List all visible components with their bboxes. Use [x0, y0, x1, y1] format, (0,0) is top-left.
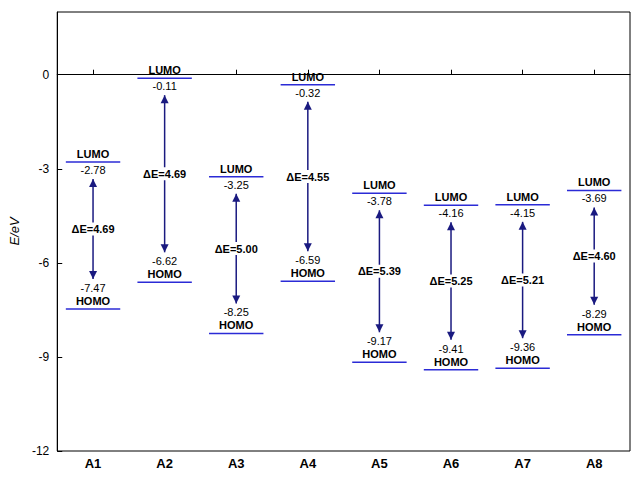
- svg-text:-3.69: -3.69: [582, 192, 607, 204]
- svg-text:HOMO: HOMO: [434, 356, 469, 368]
- svg-text:ΔE=4.55: ΔE=4.55: [286, 171, 329, 183]
- svg-text:-4.16: -4.16: [438, 207, 463, 219]
- svg-text:-12: -12: [32, 444, 50, 458]
- svg-text:ΔE=5.25: ΔE=5.25: [429, 275, 472, 287]
- svg-text:A3: A3: [228, 456, 245, 471]
- svg-text:-6.59: -6.59: [295, 254, 320, 266]
- svg-text:A5: A5: [371, 456, 388, 471]
- svg-text:LUMO: LUMO: [77, 148, 110, 160]
- svg-text:HOMO: HOMO: [505, 354, 540, 366]
- svg-text:LUMO: LUMO: [435, 191, 468, 203]
- svg-text:ΔE=5.00: ΔE=5.00: [215, 243, 258, 255]
- svg-text:HOMO: HOMO: [219, 319, 254, 331]
- svg-text:-9.17: -9.17: [367, 335, 392, 347]
- svg-text:0: 0: [43, 68, 50, 82]
- svg-text:HOMO: HOMO: [148, 268, 183, 280]
- svg-text:-6: -6: [39, 256, 50, 270]
- svg-text:-3.25: -3.25: [224, 179, 249, 191]
- svg-text:A4: A4: [300, 456, 317, 471]
- svg-text:A8: A8: [586, 456, 603, 471]
- svg-text:-8.25: -8.25: [224, 306, 249, 318]
- svg-text:E/eV: E/eV: [7, 216, 22, 246]
- svg-text:ΔE=4.69: ΔE=4.69: [143, 168, 186, 180]
- svg-text:-9: -9: [39, 350, 50, 364]
- svg-text:HOMO: HOMO: [291, 267, 326, 279]
- svg-text:LUMO: LUMO: [292, 71, 325, 83]
- svg-text:-0.11: -0.11: [153, 80, 177, 92]
- svg-text:ΔE=4.60: ΔE=4.60: [573, 250, 616, 262]
- svg-text:-3: -3: [39, 162, 50, 176]
- svg-text:A2: A2: [156, 456, 173, 471]
- svg-text:ΔE=4.69: ΔE=4.69: [72, 223, 115, 235]
- svg-text:-7.47: -7.47: [81, 282, 106, 294]
- svg-text:HOMO: HOMO: [362, 348, 397, 360]
- svg-text:-6.62: -6.62: [152, 255, 177, 267]
- svg-text:ΔE=5.39: ΔE=5.39: [358, 265, 401, 277]
- svg-text:-2.78: -2.78: [81, 164, 106, 176]
- svg-text:A1: A1: [85, 456, 102, 471]
- svg-text:LUMO: LUMO: [506, 191, 539, 203]
- svg-text:LUMO: LUMO: [148, 64, 181, 76]
- svg-text:-3.78: -3.78: [367, 195, 392, 207]
- svg-text:A7: A7: [514, 456, 531, 471]
- svg-text:HOMO: HOMO: [76, 295, 111, 307]
- svg-text:LUMO: LUMO: [363, 179, 396, 191]
- svg-text:HOMO: HOMO: [577, 321, 612, 333]
- svg-text:-9.36: -9.36: [510, 341, 535, 353]
- svg-text:-0.32: -0.32: [295, 87, 320, 99]
- svg-text:A6: A6: [443, 456, 460, 471]
- svg-text:-8.29: -8.29: [582, 308, 607, 320]
- svg-text:ΔE=5.21: ΔE=5.21: [501, 274, 544, 286]
- svg-text:-4.15: -4.15: [510, 207, 535, 219]
- svg-text:-9.41: -9.41: [438, 343, 463, 355]
- svg-text:LUMO: LUMO: [578, 176, 611, 188]
- svg-text:LUMO: LUMO: [220, 163, 253, 175]
